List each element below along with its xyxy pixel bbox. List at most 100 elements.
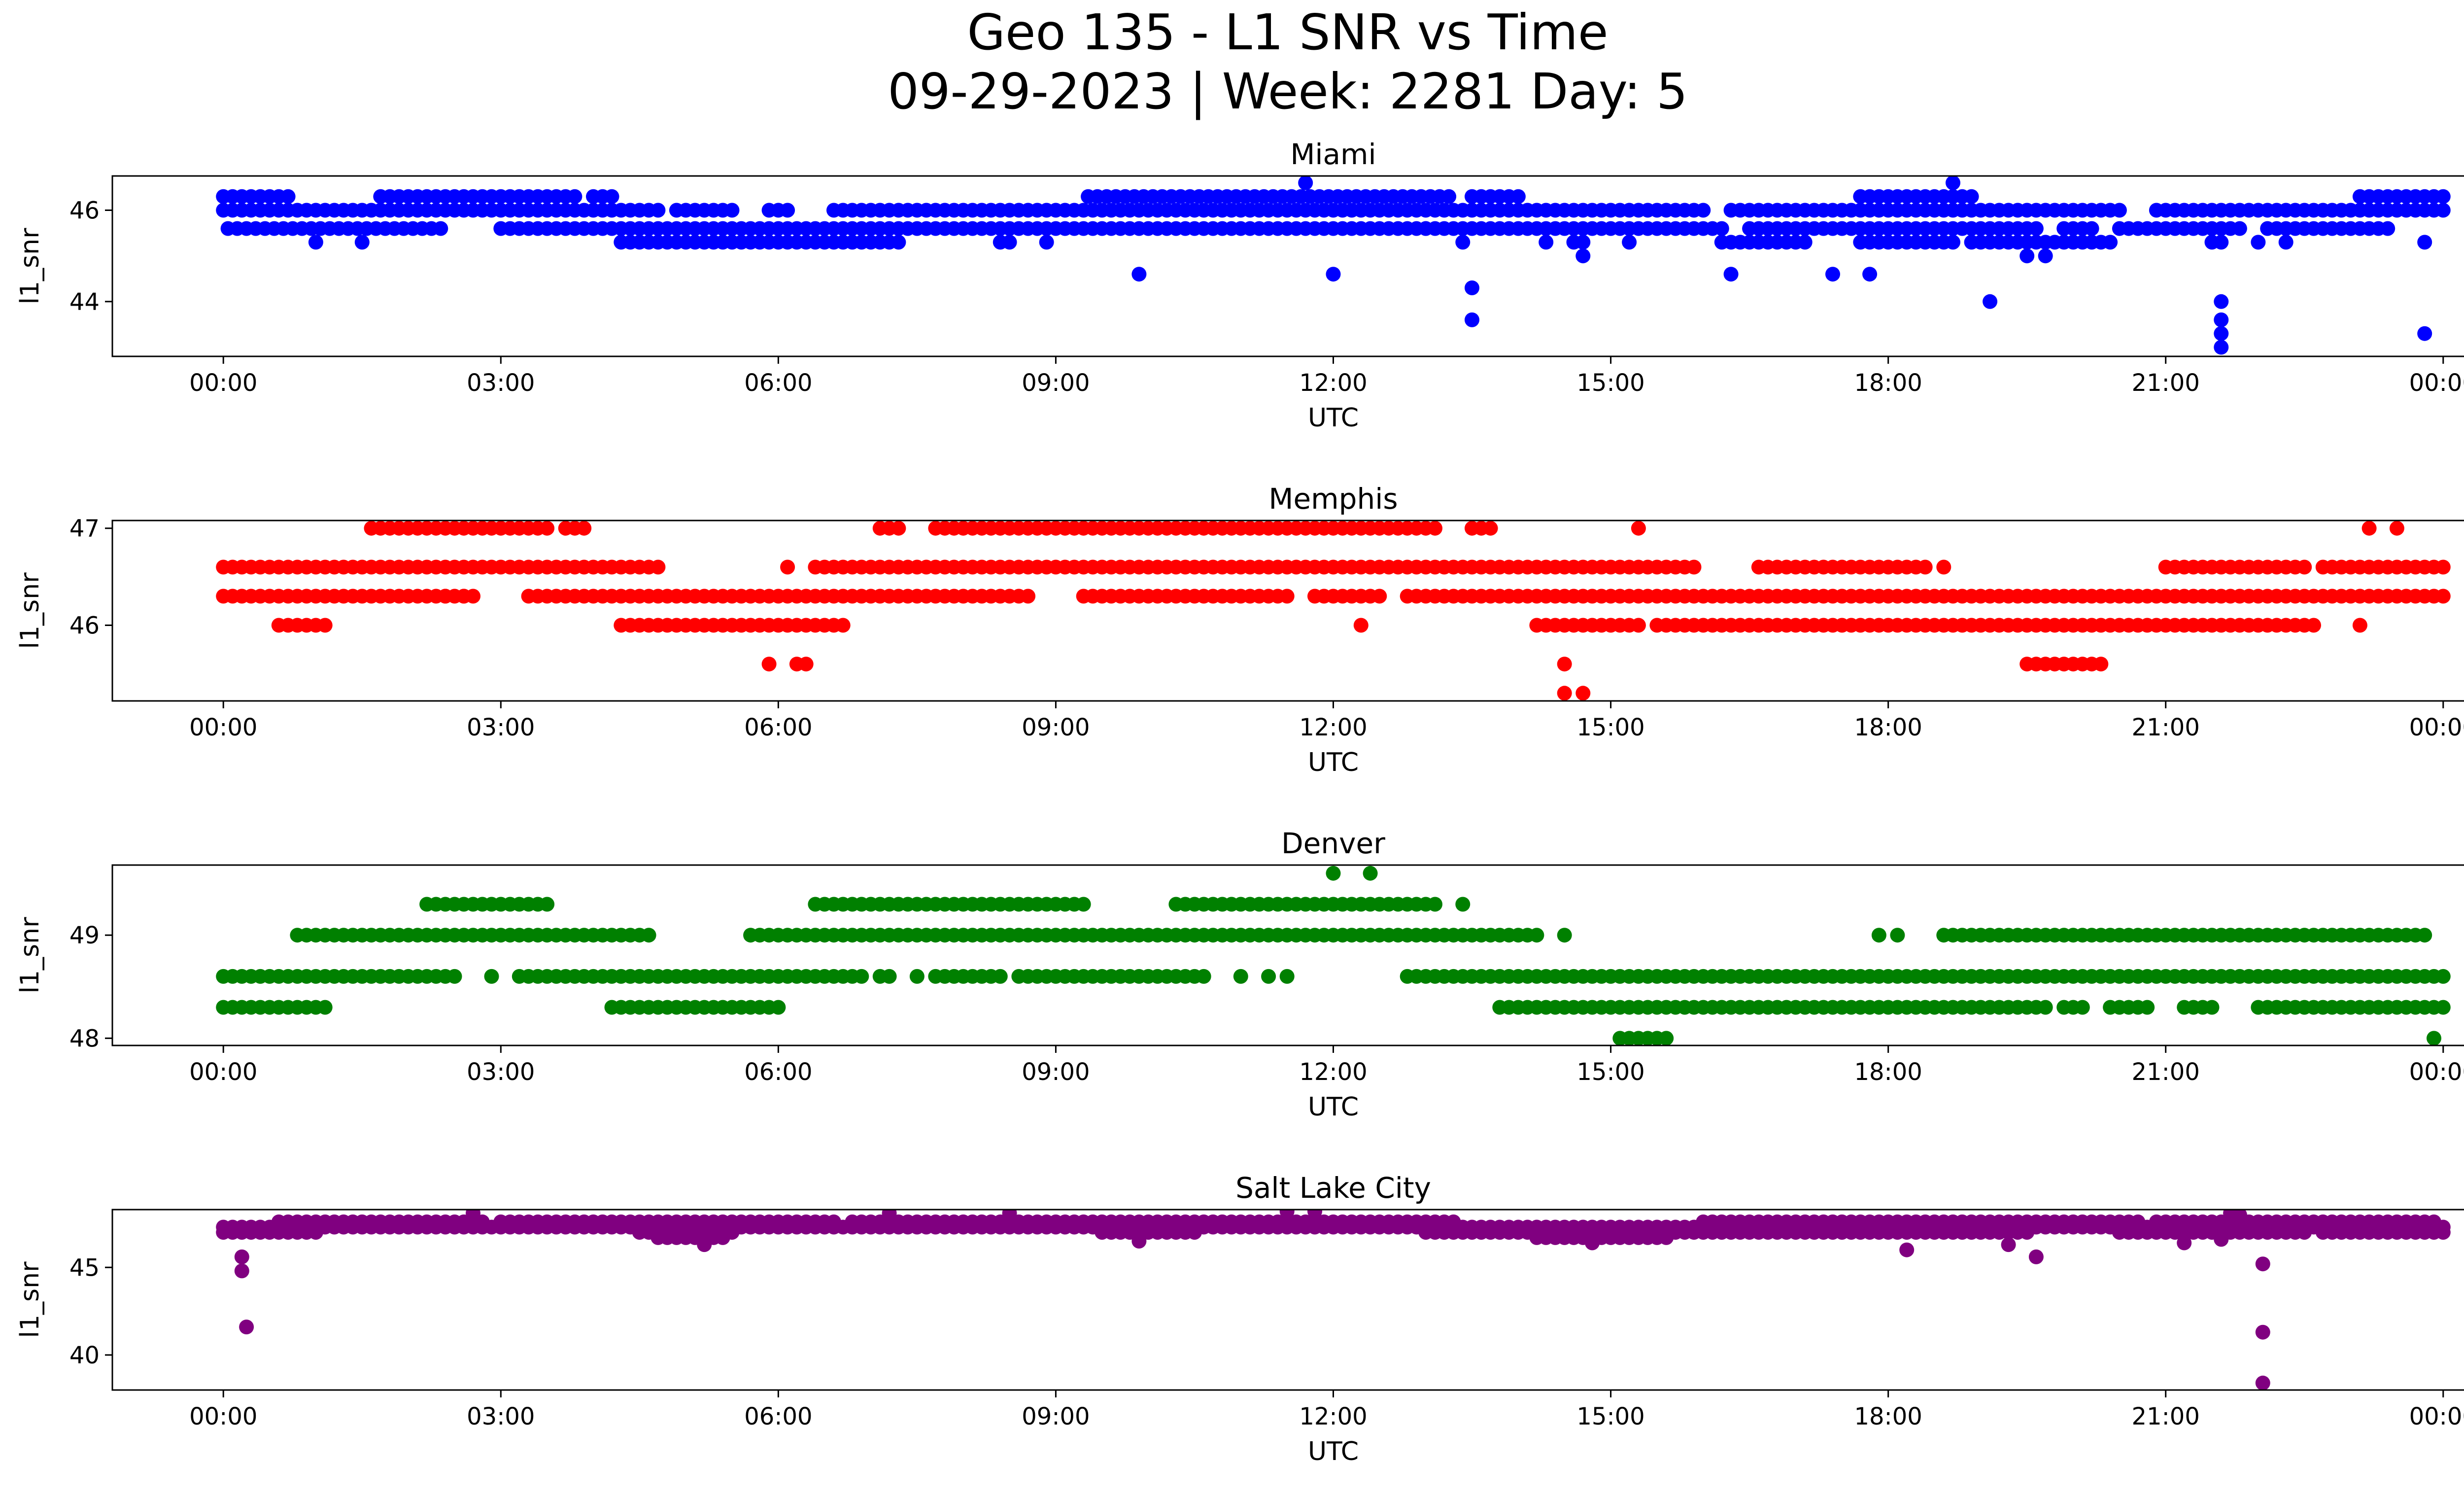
- data-point: [891, 521, 906, 536]
- data-point: [2297, 559, 2312, 575]
- data-point: [1021, 589, 1036, 604]
- data-point: [1483, 521, 1498, 536]
- data-point: [317, 618, 333, 633]
- data-point: [909, 969, 924, 984]
- x-tick-label: 12:00: [1299, 1403, 1367, 1430]
- figure-title-line-2: 09-29-2023 | Week: 2281 Day: 5: [888, 63, 1687, 120]
- data-point: [2177, 1000, 2192, 1015]
- subplot-memphis: Memphis 00:00 03:00 06:00 09:00 12:00 15:00 18:…: [15, 482, 2464, 777]
- data-point: [2435, 203, 2451, 218]
- data-point: [1714, 221, 1729, 236]
- data-point: [2075, 1000, 2090, 1015]
- subplot-miami: Miami 00:00 03:00 06:00 09:00 12:00 15:00 18:00…: [15, 138, 2464, 433]
- data-point: [1825, 267, 1840, 282]
- x-tick-label: 03:00: [467, 1058, 535, 1086]
- subplot-title: Denver: [1281, 827, 1385, 860]
- y-tick-label: 45: [69, 1254, 100, 1282]
- data-point: [2140, 1000, 2155, 1015]
- data-point: [2361, 521, 2377, 536]
- data-points: [216, 176, 2451, 355]
- data-point: [2435, 1225, 2451, 1240]
- data-point: [1575, 248, 1591, 264]
- data-point: [2306, 618, 2321, 633]
- x-tick-label: 09:00: [1022, 1058, 1090, 1086]
- x-tick-label: 06:00: [744, 369, 812, 397]
- data-point: [1575, 686, 1591, 701]
- x-tick-label: 15:00: [1576, 369, 1644, 397]
- data-point: [1279, 589, 1295, 604]
- data-point: [1622, 235, 1637, 250]
- data-point: [1575, 235, 1591, 250]
- data-point: [2019, 248, 2035, 264]
- data-point: [1585, 1235, 1600, 1251]
- data-point: [1983, 294, 1998, 309]
- data-point: [2214, 326, 2229, 341]
- data-point: [2001, 1237, 2016, 1252]
- x-tick-label: 12:00: [1299, 369, 1367, 397]
- data-point: [354, 235, 370, 250]
- x-axis-label: UTC: [1308, 748, 1359, 777]
- x-tick-label: 00:00: [189, 714, 257, 741]
- data-point: [2028, 221, 2044, 236]
- data-points: [216, 1210, 2451, 1390]
- data-point: [540, 897, 555, 912]
- data-point: [882, 1210, 897, 1221]
- data-point: [1890, 928, 1905, 943]
- data-point: [1964, 189, 1979, 204]
- data-point: [1002, 235, 1017, 250]
- data-point: [239, 1320, 254, 1335]
- data-point: [2278, 235, 2293, 250]
- data-point: [1529, 928, 1544, 943]
- data-point: [2103, 235, 2118, 250]
- data-point: [433, 221, 448, 236]
- data-point: [798, 657, 814, 672]
- data-point: [724, 203, 740, 218]
- subplot-title: Miami: [1290, 138, 1376, 171]
- data-point: [2214, 312, 2229, 327]
- subplot-title: Salt Lake City: [1235, 1171, 1431, 1205]
- x-axis-label: UTC: [1308, 1092, 1359, 1122]
- data-point: [1353, 618, 1369, 633]
- data-point: [835, 618, 851, 633]
- x-tick-label: 21:00: [2132, 369, 2200, 397]
- data-point: [2435, 589, 2451, 604]
- data-point: [2038, 248, 2053, 264]
- data-point: [1131, 267, 1147, 282]
- data-point: [2435, 189, 2451, 204]
- x-tick-label: 21:00: [2132, 1058, 2200, 1086]
- data-point: [761, 657, 777, 672]
- data-point: [1076, 897, 1091, 912]
- x-tick-label: 15:00: [1576, 1058, 1644, 1086]
- data-point: [234, 1263, 249, 1279]
- data-point: [1631, 521, 1646, 536]
- data-point: [2038, 1000, 2053, 1015]
- data-point: [1946, 235, 1960, 250]
- data-point: [1557, 928, 1572, 943]
- x-tick-label: 00:00: [189, 1403, 257, 1430]
- data-point: [650, 203, 666, 218]
- data-point: [2435, 559, 2451, 575]
- data-points: [216, 521, 2451, 701]
- data-point: [2177, 1235, 2192, 1251]
- x-tick-label: 06:00: [744, 1058, 812, 1086]
- data-point: [2084, 221, 2099, 236]
- data-point: [2417, 928, 2432, 943]
- subplot-salt-lake-city: Salt Lake City 00:00 03:00 06:00 09:00 12:00 1…: [15, 1171, 2464, 1466]
- data-point: [1372, 589, 1387, 604]
- data-point: [2214, 340, 2229, 355]
- data-point: [466, 1210, 480, 1221]
- data-point: [1659, 1230, 1674, 1245]
- subplot-title: Memphis: [1268, 482, 1398, 516]
- data-point: [1441, 189, 1457, 204]
- data-point: [1723, 267, 1739, 282]
- data-point: [1557, 686, 1572, 701]
- x-tick-label: 00:00: [2409, 714, 2464, 741]
- data-point: [2417, 326, 2432, 341]
- data-point: [317, 1000, 333, 1015]
- y-axis-label: l1_snr: [15, 917, 45, 994]
- data-point: [1307, 1210, 1322, 1219]
- subplot-denver: Denver 00:00 03:00 06:00 09:00 12:00 15:00 18:0…: [15, 827, 2464, 1122]
- data-point: [1002, 1210, 1017, 1221]
- x-tick-label: 09:00: [1022, 369, 1090, 397]
- data-point: [234, 1249, 249, 1264]
